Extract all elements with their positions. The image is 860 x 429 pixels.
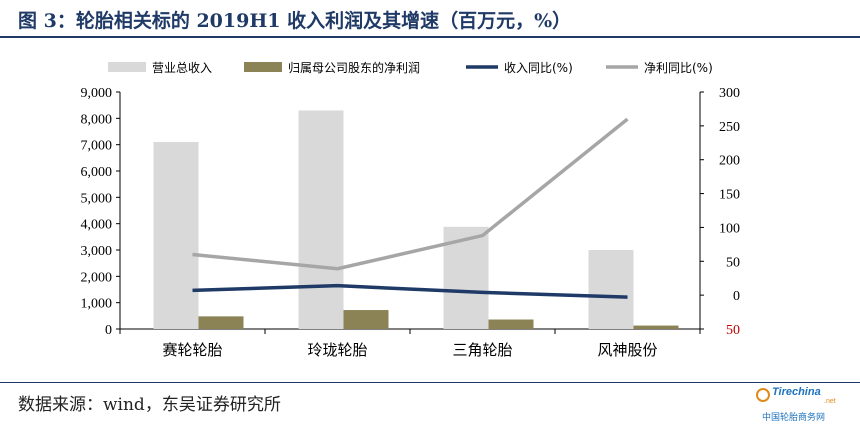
right-axis-tick-label: 50 <box>726 323 740 338</box>
x-axis-category-label: 玲珑轮胎 <box>307 341 367 359</box>
source-note: 数据来源：wind，东吴证券研究所 <box>18 395 281 415</box>
bar-revenue <box>298 110 344 329</box>
left-axis-tick-label: 9,000 <box>81 86 113 101</box>
bar-revenue <box>153 142 199 329</box>
left-axis-tick-label: 0 <box>105 323 112 338</box>
bar-net-profit <box>488 319 534 329</box>
line-revenue-yoy <box>192 283 628 299</box>
left-axis-tick-label: 6,000 <box>81 165 113 180</box>
legend-swatch <box>244 62 282 72</box>
right-axis-tick-label: 0 <box>733 289 740 304</box>
bar-net-profit <box>633 325 679 329</box>
chart: 0 1,000 2,000 3,000 4,000 5,000 6,000 7,000 8,00… <box>81 60 741 359</box>
left-axis-tick-label: 5,000 <box>81 191 113 206</box>
watermark: Tirechina .net 中国轮胎商务网 <box>756 386 856 426</box>
left-axis-tick-label: 7,000 <box>81 139 113 154</box>
figure-title: 图 3：轮胎相关标的 2019H1 收入利润及其增速（百万元，%） <box>18 10 572 32</box>
watermark-brand: Tirechina <box>772 386 821 398</box>
bar-net-profit <box>343 310 389 329</box>
x-axis-category-label: 三角轮胎 <box>452 341 512 359</box>
right-axis-tick-label: 250 <box>719 120 740 135</box>
legend-label: 收入同比(%) <box>504 61 573 75</box>
bar-net-profit <box>198 316 244 329</box>
right-axis-tick-label: 50 <box>726 255 740 270</box>
x-axis-category-label: 风神股份 <box>597 341 657 359</box>
right-axis-tick-label: 300 <box>719 86 740 101</box>
footer-rule <box>0 382 860 383</box>
left-axis-tick-label: 3,000 <box>81 244 113 259</box>
left-axis-tick-label: 4,000 <box>81 218 113 233</box>
line-profit-yoy <box>192 117 629 271</box>
watermark-logo-icon <box>756 388 770 402</box>
legend-label: 净利同比(%) <box>644 61 713 75</box>
watermark-suffix: .net <box>824 398 836 405</box>
x-axis-category-label: 赛轮轮胎 <box>162 341 222 359</box>
watermark-subtitle: 中国轮胎商务网 <box>762 413 826 423</box>
legend-label: 归属母公司股东的净利润 <box>288 60 420 75</box>
legend-label: 营业总收入 <box>152 61 212 75</box>
right-axis-tick-label: 100 <box>719 221 740 236</box>
title-rule <box>0 36 860 38</box>
right-axis-tick-label: 150 <box>719 188 740 203</box>
legend-swatch <box>108 62 146 72</box>
bar-revenue <box>588 250 634 329</box>
left-axis-tick-label: 1,000 <box>81 297 113 312</box>
left-axis-tick-label: 2,000 <box>81 270 113 285</box>
left-axis-tick-label: 8,000 <box>81 112 113 127</box>
right-axis-tick-label: 200 <box>719 154 740 169</box>
